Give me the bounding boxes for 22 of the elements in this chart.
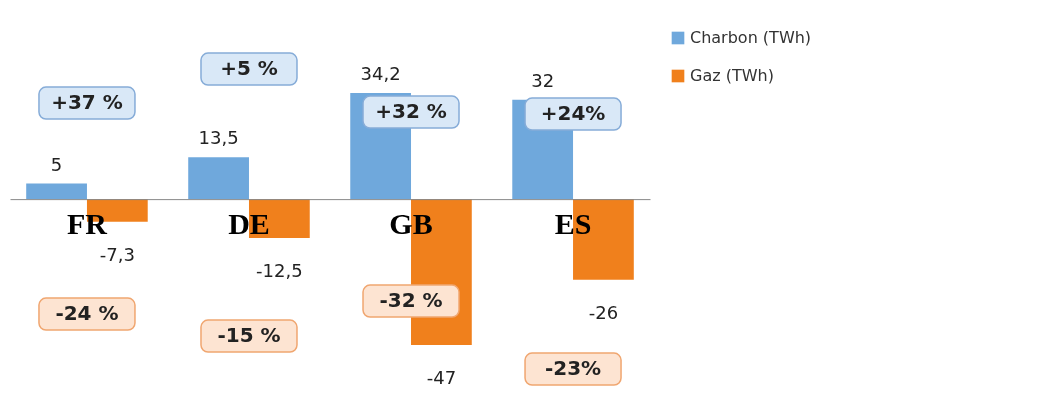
annotation: -15 %	[217, 323, 281, 348]
annotation: +32 %	[375, 99, 447, 124]
data-label: 34,2	[360, 62, 401, 84]
data-label: -7,3	[99, 243, 135, 265]
legend-label: Gaz (TWh)	[690, 66, 774, 85]
data-label: -26	[588, 301, 619, 323]
data-label: 32	[531, 69, 555, 91]
annotation: -32 %	[379, 288, 443, 313]
data-label: -47	[426, 366, 457, 388]
annotation: -24 %	[55, 301, 119, 326]
annotation: +24%	[540, 101, 606, 126]
x-tick-label: FR	[66, 206, 108, 240]
data-label: 5	[50, 153, 63, 175]
data-label: -12,5	[256, 259, 303, 281]
legend-label: Charbon (TWh)	[690, 28, 812, 47]
x-tick-label: GB	[389, 206, 433, 240]
bar	[188, 157, 249, 200]
annotation: +37 %	[51, 90, 123, 115]
bar	[26, 183, 87, 200]
text: +5 %	[220, 56, 278, 81]
data-label: 13,5	[198, 127, 239, 149]
text: -23%	[544, 356, 602, 381]
